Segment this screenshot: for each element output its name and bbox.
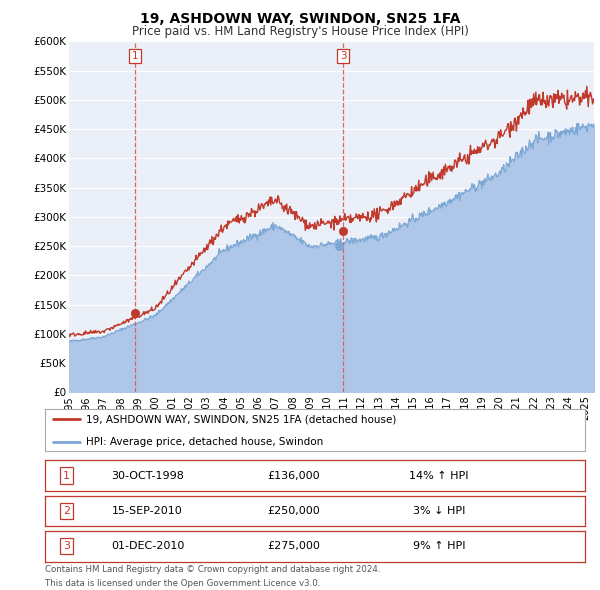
Text: Contains HM Land Registry data © Crown copyright and database right 2024.: Contains HM Land Registry data © Crown c… (45, 565, 380, 573)
Text: 3: 3 (340, 51, 346, 61)
Text: 9% ↑ HPI: 9% ↑ HPI (413, 542, 466, 551)
Text: 30-OCT-1998: 30-OCT-1998 (111, 471, 184, 480)
Text: 14% ↑ HPI: 14% ↑ HPI (409, 471, 469, 480)
Text: 1: 1 (131, 51, 138, 61)
Text: £136,000: £136,000 (267, 471, 320, 480)
Text: 1: 1 (63, 471, 70, 480)
Text: £275,000: £275,000 (267, 542, 320, 551)
Text: 01-DEC-2010: 01-DEC-2010 (111, 542, 184, 551)
Text: 19, ASHDOWN WAY, SWINDON, SN25 1FA: 19, ASHDOWN WAY, SWINDON, SN25 1FA (140, 12, 460, 26)
Text: 15-SEP-2010: 15-SEP-2010 (112, 506, 183, 516)
Text: 2: 2 (63, 506, 70, 516)
Text: £250,000: £250,000 (267, 506, 320, 516)
Text: HPI: Average price, detached house, Swindon: HPI: Average price, detached house, Swin… (86, 437, 323, 447)
Text: Price paid vs. HM Land Registry's House Price Index (HPI): Price paid vs. HM Land Registry's House … (131, 25, 469, 38)
Text: 19, ASHDOWN WAY, SWINDON, SN25 1FA (detached house): 19, ASHDOWN WAY, SWINDON, SN25 1FA (deta… (86, 415, 396, 424)
Text: 3: 3 (63, 542, 70, 551)
Text: This data is licensed under the Open Government Licence v3.0.: This data is licensed under the Open Gov… (45, 579, 320, 588)
Text: 3% ↓ HPI: 3% ↓ HPI (413, 506, 466, 516)
